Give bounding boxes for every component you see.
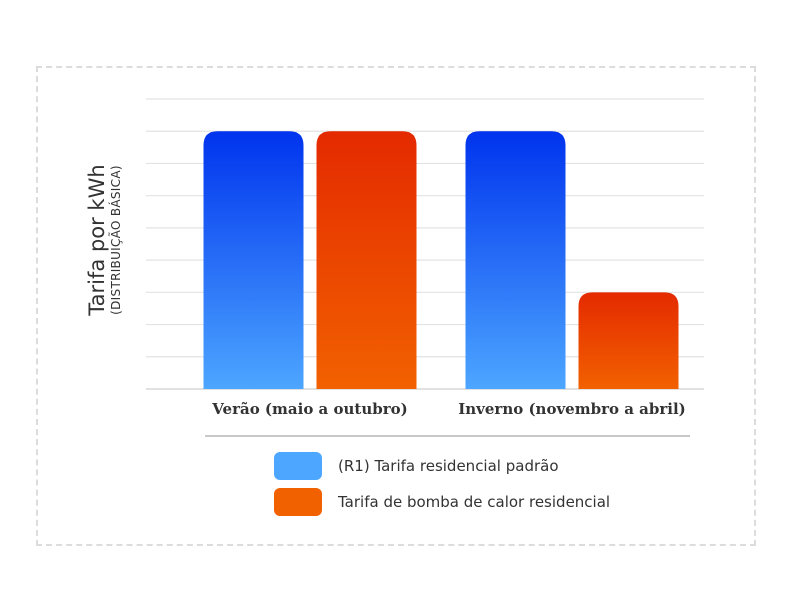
bar-heat-pump-winter bbox=[578, 292, 679, 389]
legend-item-heat-pump: Tarifa de bomba de calor residencial bbox=[274, 484, 610, 520]
legend-swatch-heat-pump bbox=[274, 488, 322, 516]
legend-item-r1: (R1) Tarifa residencial padrão bbox=[274, 448, 610, 484]
bar-heat-pump-summer bbox=[316, 131, 417, 389]
bars bbox=[203, 131, 679, 389]
y-axis-title: Tarifa por kWh bbox=[85, 164, 109, 316]
chart-frame bbox=[36, 66, 756, 546]
category-label-winter: Inverno (novembro a abril) bbox=[458, 400, 686, 418]
y-axis-subtitle: (DISTRIBUIÇÃO BÁSICA) bbox=[109, 165, 123, 315]
bar-r1-winter bbox=[465, 131, 566, 389]
legend-swatch-r1 bbox=[274, 452, 322, 480]
y-axis-label: Tarifa por kWh (DISTRIBUIÇÃO BÁSICA) bbox=[85, 164, 123, 315]
category-label-summer: Verão (maio a outubro) bbox=[212, 400, 408, 418]
legend-label-heat-pump: Tarifa de bomba de calor residencial bbox=[338, 493, 611, 511]
legend-label-r1: (R1) Tarifa residencial padrão bbox=[338, 457, 559, 475]
bar-r1-summer bbox=[203, 131, 304, 389]
legend: (R1) Tarifa residencial padrão Tarifa de… bbox=[274, 448, 610, 520]
